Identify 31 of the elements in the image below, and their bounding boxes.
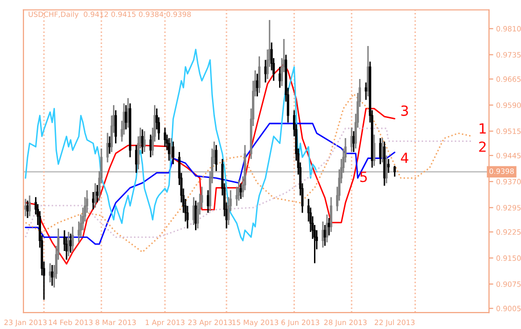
annotation: 5 [360, 172, 367, 182]
candlestick [194, 200, 197, 231]
candlestick [372, 134, 376, 167]
candlestick [379, 137, 382, 165]
annotation: 2 [479, 141, 486, 152]
candlestick [96, 184, 98, 204]
line-series [24, 93, 474, 253]
candlestick [172, 140, 174, 165]
candlestick [124, 104, 128, 130]
candlestick [114, 110, 117, 144]
annotation: 3 [401, 105, 408, 116]
candlestick [258, 56, 260, 94]
candlestick [240, 182, 242, 200]
candlestick [28, 194, 31, 217]
candlestick [322, 220, 324, 248]
candlestick [393, 165, 396, 178]
candlestick [330, 196, 332, 233]
candlestick [215, 144, 218, 172]
candlestick [94, 182, 96, 208]
annotation: 1 [480, 123, 486, 134]
candlestick [141, 128, 144, 154]
annotation: 4 [400, 152, 408, 163]
candlestick [126, 97, 130, 128]
candlestick [350, 126, 353, 153]
candlestick [26, 200, 29, 219]
line-series [24, 48, 318, 242]
candlestick [50, 264, 54, 286]
candlestick [71, 226, 74, 252]
candlestick [387, 158, 390, 174]
line-series [24, 128, 474, 238]
line-series [24, 122, 396, 245]
